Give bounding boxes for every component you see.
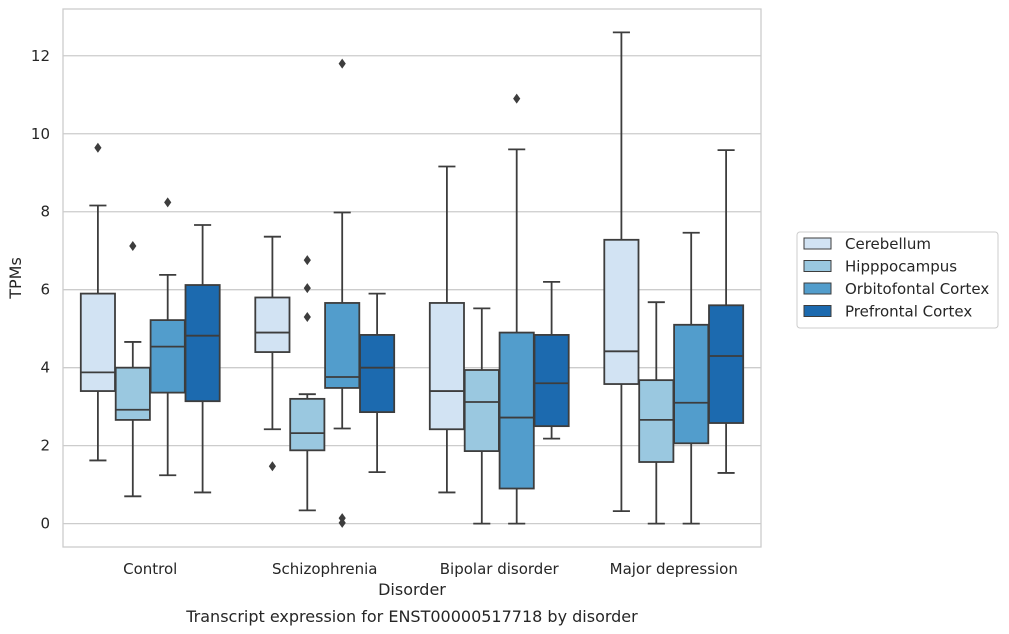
box-2-2 <box>498 93 535 525</box>
box-0-3 <box>184 224 221 494</box>
outlier-point <box>303 255 311 266</box>
box-body <box>79 292 116 392</box>
x-tick-label: Major depression <box>610 560 738 578</box>
legend-label: Orbitofontal Cortex <box>845 280 989 298</box>
x-axis-label: Disorder <box>378 580 446 599</box>
box-2-1 <box>463 307 500 525</box>
box-1-2 <box>324 58 361 528</box>
legend-swatch <box>803 260 832 272</box>
box-body <box>184 284 221 403</box>
box-body <box>114 366 151 421</box>
box-0-2 <box>149 197 186 477</box>
outlier-point <box>303 311 311 322</box>
box-3-0 <box>603 31 640 513</box>
x-tick-label: Control <box>123 560 177 578</box>
box-3-1 <box>638 301 675 525</box>
y-tick-label: 6 <box>40 281 50 299</box>
box-body <box>324 302 361 389</box>
box-1-3 <box>359 292 396 474</box>
box-body <box>428 302 465 431</box>
y-axis-ticks: 0 2 4 6 8 10 12 <box>31 47 50 533</box>
x-tick-label: Bipolar disorder <box>440 560 560 578</box>
y-tick-label: 2 <box>40 437 50 455</box>
y-tick-label: 10 <box>31 125 50 143</box>
box-1-1 <box>289 255 326 512</box>
outlier-point <box>338 517 346 528</box>
outlier-point <box>513 93 521 104</box>
y-axis-label: TPMs <box>6 257 25 300</box>
x-axis-ticks: Control Schizophrenia Bipolar disorder Majo… <box>123 560 738 578</box>
box-1-0 <box>254 235 291 472</box>
y-tick-label: 12 <box>31 47 50 65</box>
box-body <box>708 304 745 424</box>
legend-label: Hipppocampus <box>845 258 957 276</box>
box-body <box>498 331 535 490</box>
legend-swatch <box>803 282 832 295</box>
box-0-1 <box>114 241 151 498</box>
plot-area-frame <box>62 8 762 548</box>
box-3-2 <box>673 231 710 525</box>
outlier-point <box>164 197 172 208</box>
box-2-0 <box>428 165 465 494</box>
box-body <box>533 334 570 428</box>
box-body <box>359 334 396 414</box>
box-body <box>254 296 291 353</box>
outlier-point <box>338 58 346 69</box>
box-body <box>638 379 675 463</box>
box-body <box>673 323 710 445</box>
y-tick-label: 4 <box>40 359 50 377</box>
box-3-3 <box>708 149 745 474</box>
legend: Cerebellum Hipppocampus Orbitofontal Corte… <box>796 231 999 329</box>
box-2-3 <box>533 280 570 440</box>
box-body <box>289 397 326 452</box>
outlier-point <box>129 241 137 252</box>
outlier-point <box>268 461 276 472</box>
chart-caption: Transcript expression for ENST0000051771… <box>185 607 638 626</box>
legend-label: Cerebellum <box>845 235 931 253</box>
box-series <box>79 31 745 528</box>
box-body <box>463 369 500 452</box>
legend-label: Prefrontal Cortex <box>845 303 972 321</box>
legend-swatch <box>803 237 832 250</box>
box-0-0 <box>79 142 116 462</box>
y-tick-label: 0 <box>40 515 50 533</box>
box-body <box>603 238 640 385</box>
y-tick-label: 8 <box>40 203 50 221</box>
outlier-point <box>94 142 102 153</box>
outlier-point <box>303 283 311 294</box>
legend-frame <box>796 231 999 329</box>
x-tick-label: Schizophrenia <box>272 560 377 578</box>
legend-swatch <box>803 305 832 317</box>
box-body <box>149 319 186 394</box>
